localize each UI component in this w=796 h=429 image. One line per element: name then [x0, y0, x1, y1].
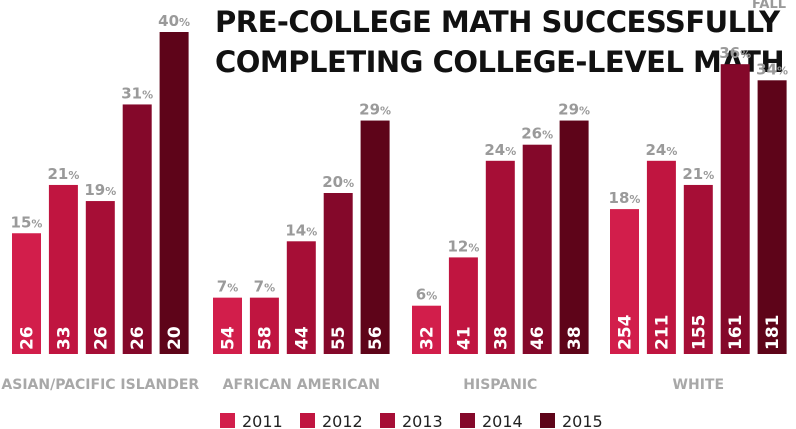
bar-hispanic-2011	[412, 305, 441, 354]
count-label-asian-pacific-islander-2011: 26	[18, 326, 38, 350]
count-label-african-american-2012: 58	[255, 326, 275, 350]
pct-label-african-american-2011: 7%	[217, 278, 238, 296]
corner-label: FALL	[752, 0, 786, 12]
count-label-hispanic-2012: 41	[454, 326, 474, 350]
category-label-asian-pacific-islander: ASIAN/PACIFIC ISLANDER	[1, 377, 199, 393]
count-label-white-2013: 155	[689, 315, 709, 351]
bars-layer	[12, 32, 787, 355]
bar-asian-pacific-islander-2012	[48, 184, 78, 354]
count-label-white-2012: 211	[652, 315, 672, 351]
bar-white-2011	[610, 209, 639, 354]
pct-label-asian-pacific-islander-2014: 31%	[121, 84, 153, 102]
legend-swatch-2012	[300, 413, 315, 428]
count-label-african-american-2013: 44	[292, 326, 312, 350]
chart-subtitle: COMPLETING COLLEGE-LEVEL MATH	[215, 45, 784, 79]
count-label-hispanic-2014: 46	[528, 326, 548, 350]
count-label-african-american-2015: 56	[366, 326, 386, 350]
pct-label-hispanic-2013: 24%	[484, 141, 516, 159]
legend-swatch-2011	[220, 413, 235, 428]
bar-hispanic-2015	[559, 120, 589, 354]
pct-label-asian-pacific-islander-2015: 40%	[158, 12, 190, 30]
count-label-african-american-2014: 55	[329, 326, 349, 350]
bar-asian-pacific-islander-2015	[159, 32, 189, 354]
labels-layer: 15% 26 21% 33 19% 26 31% 26 40% 20 ASIAN/PACIFIC I…	[1, 12, 788, 393]
bar-asian-pacific-islander-2014	[122, 104, 152, 354]
pct-label-asian-pacific-islander-2011: 15%	[11, 213, 43, 231]
pct-label-white-2014: 36%	[719, 44, 751, 62]
legend-label-2011: 2011	[242, 412, 283, 429]
bar-african-american-2012	[249, 297, 279, 354]
category-label-african-american: AFRICAN AMERICAN	[223, 377, 380, 393]
legend-label-2015: 2015	[562, 412, 603, 429]
bar-african-american-2015	[360, 120, 390, 354]
pct-label-african-american-2015: 29%	[359, 101, 391, 119]
legend-swatch-2015	[540, 413, 555, 428]
legend-label-2014: 2014	[482, 412, 523, 429]
category-label-white: WHITE	[673, 377, 724, 393]
bar-hispanic-2012	[448, 257, 478, 354]
pct-label-white-2013: 21%	[682, 165, 714, 183]
pct-label-white-2012: 24%	[645, 141, 677, 159]
count-label-white-2015: 181	[763, 315, 783, 351]
category-label-hispanic: HISPANIC	[463, 377, 537, 393]
pct-label-african-american-2014: 20%	[322, 173, 354, 191]
pct-label-african-american-2012: 7%	[254, 278, 275, 296]
bar-asian-pacific-islander-2011	[12, 233, 41, 354]
pct-label-white-2015: 34%	[756, 60, 788, 78]
legend-label-2012: 2012	[322, 412, 363, 429]
pct-label-asian-pacific-islander-2012: 21%	[47, 165, 79, 183]
bar-african-american-2011	[213, 297, 242, 354]
count-label-hispanic-2015: 38	[565, 326, 585, 350]
pct-label-african-american-2013: 14%	[285, 221, 317, 239]
bar-asian-pacific-islander-2013	[85, 201, 115, 354]
legend-label-2013: 2013	[402, 412, 443, 429]
bar-white-2014	[720, 64, 750, 354]
pct-label-white-2011: 18%	[609, 189, 641, 207]
pct-label-hispanic-2015: 29%	[558, 101, 590, 119]
bar-african-american-2014	[323, 193, 353, 354]
bar-white-2013	[683, 184, 713, 354]
pct-label-hispanic-2014: 26%	[521, 125, 553, 143]
legend: 2011 2012 2013 2014 2015	[220, 412, 603, 429]
count-label-hispanic-2013: 38	[491, 326, 511, 350]
bar-white-2015	[757, 80, 787, 355]
bar-african-american-2013	[286, 241, 316, 354]
count-label-hispanic-2011: 32	[418, 326, 438, 350]
bar-hispanic-2014	[522, 144, 552, 354]
bar-hispanic-2013	[485, 160, 515, 354]
count-label-white-2011: 254	[616, 314, 636, 350]
legend-swatch-2014	[460, 413, 475, 428]
pct-label-hispanic-2012: 12%	[447, 237, 479, 255]
chart-title: PRE-COLLEGE MATH SUCCESSFULLY	[215, 5, 781, 39]
count-label-african-american-2011: 54	[219, 326, 239, 350]
count-label-asian-pacific-islander-2014: 26	[128, 326, 148, 350]
pct-label-hispanic-2011: 6%	[416, 286, 437, 304]
count-label-white-2014: 161	[726, 315, 746, 351]
bar-white-2012	[646, 160, 676, 354]
count-label-asian-pacific-islander-2013: 26	[91, 326, 111, 350]
pct-label-asian-pacific-islander-2013: 19%	[84, 181, 116, 199]
legend-swatch-2013	[380, 413, 395, 428]
count-label-asian-pacific-islander-2015: 20	[165, 326, 185, 350]
count-label-asian-pacific-islander-2012: 33	[54, 326, 74, 350]
